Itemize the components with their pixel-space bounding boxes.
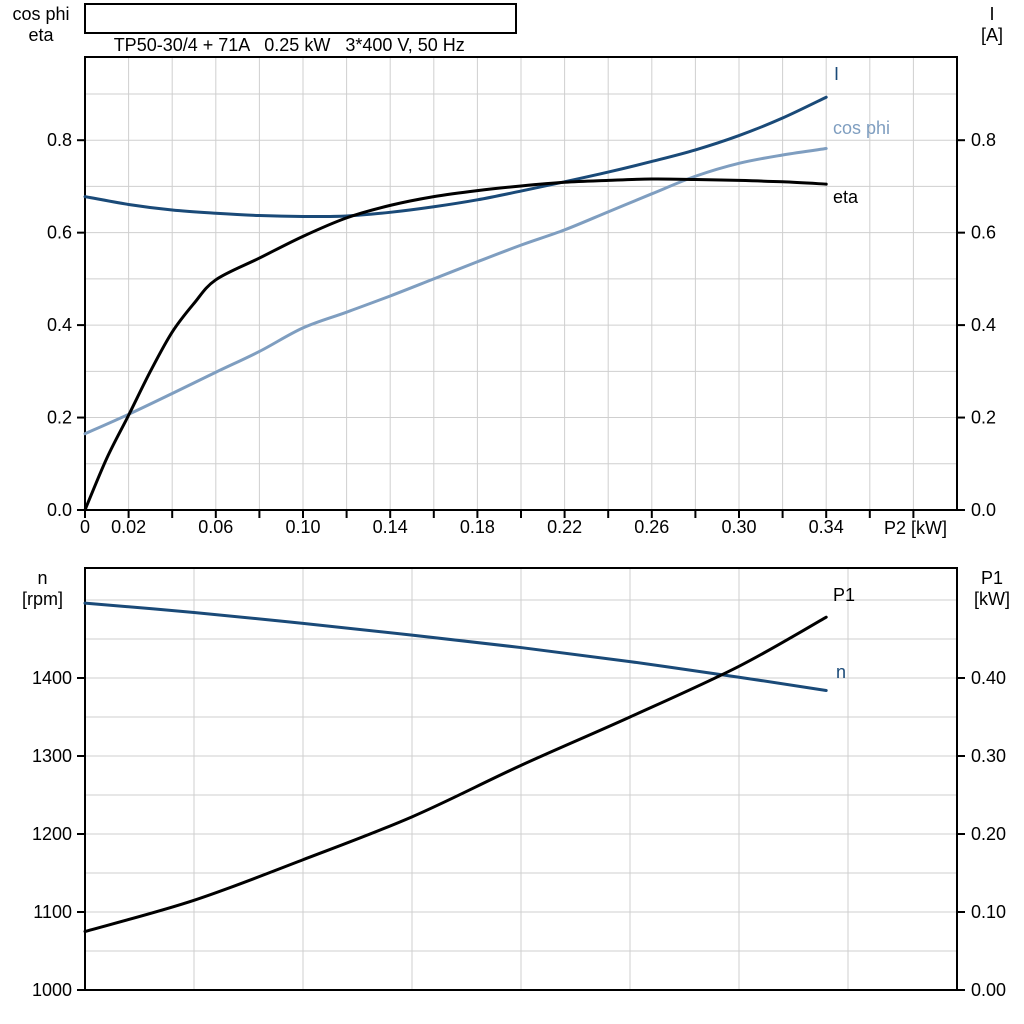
x-tick-label: 0.22 — [547, 517, 582, 537]
axis-title-A-unit: [A] — [980, 25, 1003, 45]
x-tick-label: 0 — [80, 517, 90, 537]
axis-title-n: n — [37, 568, 48, 588]
chart-title-box: TP50-30/4 + 71A 0.25 kW 3*400 V, 50 Hz — [84, 3, 517, 55]
right-tick-label: 0.20 — [971, 824, 1006, 844]
chart-title: TP50-30/4 + 71A 0.25 kW 3*400 V, 50 Hz — [113, 35, 465, 55]
x-tick-label: 0.02 — [111, 517, 146, 537]
bottom-left-axis-title: n [rpm] — [5, 568, 80, 610]
x-axis-title: P2 [kW] — [884, 518, 947, 539]
x-tick-label: 0.34 — [809, 517, 844, 537]
curve-cos-phi — [83, 147, 828, 436]
curve-I — [83, 95, 828, 219]
left-tick-label: 1100 — [33, 902, 72, 922]
x-tick-label: 0.10 — [285, 517, 320, 537]
axis-title-rpm-unit: [rpm] — [21, 589, 63, 609]
curve-label-I: I — [834, 64, 840, 84]
x-tick-label: 0.26 — [634, 517, 669, 537]
bottom-right-axis-title: P1 [kW] — [963, 568, 1021, 610]
curve-label-P1: P1 — [833, 585, 856, 605]
top-right-axis-title: I [A] — [962, 4, 1022, 46]
left-tick-label: 0.8 — [47, 130, 72, 150]
axis-title-kW-unit: [kW] — [974, 589, 1010, 609]
right-tick-label: 0.6 — [971, 223, 996, 243]
axis-title-cos-phi: cos phi — [12, 4, 70, 24]
left-tick-label: 0.6 — [47, 223, 72, 243]
axis-title-eta: eta — [28, 25, 54, 45]
x-tick-label: 0.06 — [198, 517, 233, 537]
left-tick-label: 1000 — [32, 980, 72, 1000]
plot-frame — [84, 567, 958, 991]
left-tick-label: 1200 — [32, 824, 72, 844]
x-tick-label: 0.30 — [721, 517, 756, 537]
right-tick-label: 0.8 — [971, 130, 996, 150]
right-tick-label: 0.0 — [971, 500, 996, 520]
top-left-axis-title: cos phi eta — [0, 4, 82, 46]
curve-label-cos-phi: cos phi — [833, 118, 891, 138]
left-tick-label: 0.2 — [47, 408, 72, 428]
left-tick-label: 1400 — [32, 668, 72, 688]
curve-eta — [83, 177, 828, 512]
right-tick-label: 0.10 — [971, 902, 1006, 922]
x-tick-label: 0.14 — [373, 517, 408, 537]
axis-title-I: I — [989, 4, 995, 24]
x-tick-label: 0.18 — [460, 517, 495, 537]
axis-title-P1: P1 — [980, 568, 1004, 588]
curve-label-n: n — [836, 662, 847, 682]
right-tick-label: 0.40 — [971, 668, 1006, 688]
curve-label-eta: eta — [833, 187, 859, 207]
x-axis-unit-label: P2 [kW] — [884, 518, 948, 538]
left-tick-label: 0.0 — [47, 500, 72, 520]
left-tick-label: 1300 — [32, 746, 72, 766]
right-tick-label: 0.00 — [971, 980, 1006, 1000]
right-tick-label: 0.2 — [971, 408, 996, 428]
left-tick-label: 0.4 — [47, 315, 72, 335]
right-tick-label: 0.4 — [971, 315, 996, 335]
curve-P1 — [83, 615, 828, 933]
right-tick-label: 0.30 — [971, 746, 1006, 766]
